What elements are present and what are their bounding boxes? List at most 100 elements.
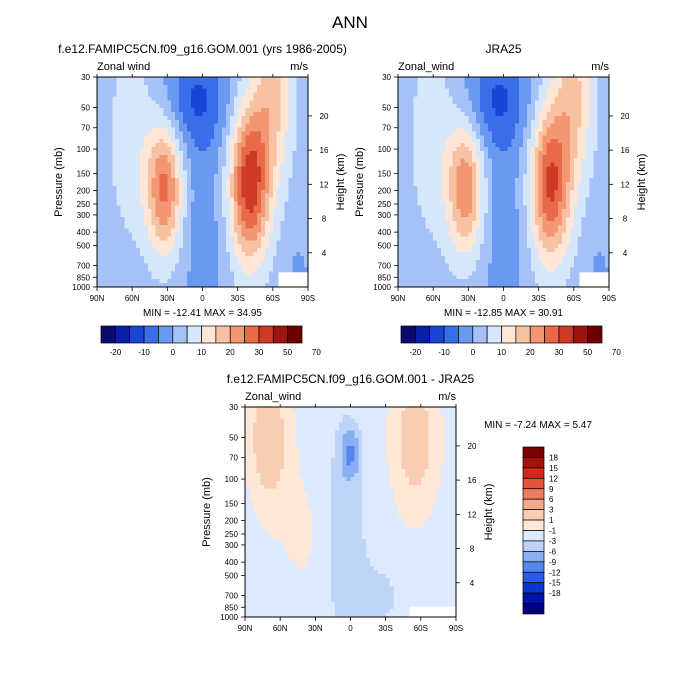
field-cell bbox=[190, 228, 196, 234]
field-cell bbox=[288, 232, 293, 238]
field-cell bbox=[104, 143, 110, 148]
field-cell bbox=[421, 217, 426, 222]
field-cell bbox=[214, 185, 219, 191]
field-cell bbox=[409, 112, 415, 117]
field-cell bbox=[452, 205, 458, 210]
field-cell bbox=[265, 267, 270, 273]
field-cell bbox=[108, 92, 114, 98]
field-cell bbox=[261, 77, 266, 82]
field-cell bbox=[257, 127, 262, 133]
field-cell bbox=[417, 104, 423, 109]
field-cell bbox=[558, 178, 563, 183]
field-cell bbox=[413, 182, 419, 187]
field-cell bbox=[112, 220, 118, 226]
field-cell bbox=[405, 108, 411, 113]
field-cell bbox=[265, 96, 270, 101]
field-cell bbox=[151, 248, 157, 253]
field-cell bbox=[245, 104, 250, 109]
field-cell bbox=[597, 119, 602, 125]
field-cell bbox=[472, 88, 477, 94]
field-cell bbox=[292, 80, 297, 86]
field-cell bbox=[413, 84, 419, 90]
field-cell bbox=[237, 154, 243, 160]
field-cell bbox=[143, 213, 149, 218]
field-cell bbox=[116, 205, 122, 210]
field-cell bbox=[597, 174, 602, 179]
field-cell bbox=[225, 127, 231, 133]
field-cell bbox=[194, 166, 200, 171]
field-cell bbox=[296, 189, 301, 195]
field-cell bbox=[519, 108, 524, 113]
field-cell bbox=[237, 119, 243, 125]
field-cell bbox=[198, 174, 204, 179]
field-cell bbox=[182, 248, 188, 253]
field-cell bbox=[249, 205, 254, 210]
field-cell bbox=[218, 108, 223, 113]
field-cell bbox=[507, 92, 512, 98]
field-cell bbox=[143, 259, 149, 265]
field-cell bbox=[249, 255, 254, 261]
field-cell bbox=[534, 119, 540, 125]
field-cell bbox=[241, 279, 247, 284]
field-cell bbox=[284, 252, 290, 257]
field-cell bbox=[253, 178, 258, 183]
field-cell bbox=[296, 127, 301, 133]
field-cell bbox=[292, 154, 297, 160]
field-cell bbox=[182, 135, 188, 140]
field-cell bbox=[398, 189, 403, 195]
field-cell bbox=[194, 150, 200, 156]
field-cell bbox=[519, 80, 524, 86]
field-cell bbox=[562, 189, 567, 195]
field-cell bbox=[480, 139, 485, 144]
field-cell bbox=[222, 189, 227, 195]
field-cell bbox=[245, 193, 250, 199]
field-cell bbox=[139, 279, 145, 284]
field-cell bbox=[526, 77, 532, 82]
field-cell bbox=[218, 96, 223, 101]
field-cell bbox=[534, 84, 540, 90]
field-cell bbox=[413, 119, 419, 125]
field-cell bbox=[233, 232, 239, 238]
field-cell bbox=[100, 123, 106, 129]
field-cell bbox=[276, 88, 282, 94]
field-cell bbox=[198, 271, 204, 276]
field-cell bbox=[194, 84, 200, 90]
field-cell bbox=[487, 112, 493, 117]
field-cell bbox=[480, 147, 485, 152]
field-cell bbox=[581, 150, 587, 156]
field-cell bbox=[112, 189, 118, 195]
field-cell bbox=[159, 236, 165, 241]
field-cell bbox=[483, 185, 489, 191]
field-cell bbox=[503, 182, 509, 187]
field-cell bbox=[569, 115, 575, 121]
field-cell bbox=[175, 131, 180, 136]
field-cell bbox=[304, 263, 309, 269]
field-cell bbox=[167, 174, 172, 179]
y-tick-label: 50 bbox=[81, 104, 90, 113]
field-cell bbox=[276, 228, 282, 234]
field-cell bbox=[214, 259, 219, 265]
field-cell bbox=[511, 88, 516, 94]
field-cell bbox=[198, 197, 204, 203]
field-cell bbox=[128, 178, 133, 183]
field-cell bbox=[202, 127, 208, 133]
field-cell bbox=[300, 166, 305, 171]
field-cell bbox=[503, 166, 509, 171]
field-cell bbox=[100, 84, 106, 90]
field-cell bbox=[206, 255, 211, 261]
field-cell bbox=[464, 154, 469, 160]
field-cell bbox=[171, 154, 176, 160]
field-cell bbox=[562, 182, 567, 187]
field-cell bbox=[526, 217, 532, 222]
field-cell bbox=[155, 259, 161, 265]
field-cell bbox=[542, 123, 548, 129]
field-cell bbox=[206, 279, 211, 284]
field-cell bbox=[151, 193, 157, 199]
field-cell bbox=[229, 267, 235, 273]
field-cell bbox=[143, 112, 149, 117]
field-cell bbox=[425, 166, 430, 171]
field-cell bbox=[147, 224, 153, 230]
field-cell bbox=[296, 96, 301, 101]
field-cell bbox=[573, 213, 579, 218]
field-cell bbox=[300, 267, 305, 273]
